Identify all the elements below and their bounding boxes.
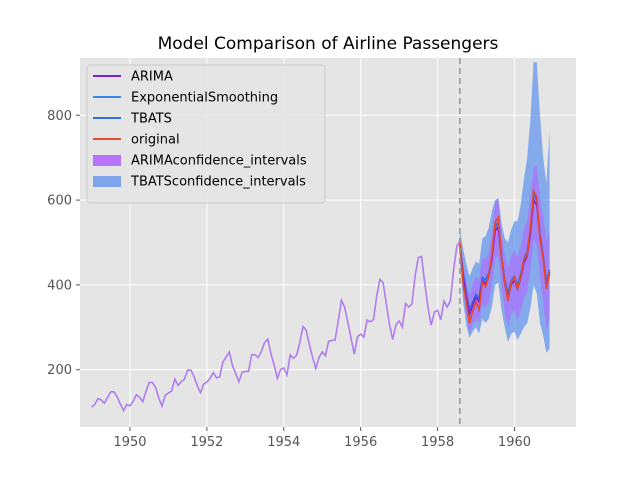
legend-label: ARIMAconfidence_intervals xyxy=(131,154,307,169)
legend-swatch-arima-ci xyxy=(93,155,121,166)
x-tick-label: 1956 xyxy=(344,435,377,450)
original-series-line xyxy=(459,187,551,324)
arima-confidence-band xyxy=(459,165,550,334)
x-tick-label: 1960 xyxy=(498,435,531,450)
legend-label: ARIMA xyxy=(131,70,173,85)
x-tick-label: 1950 xyxy=(113,435,146,450)
legend-label: original xyxy=(131,133,180,148)
history-series-line xyxy=(91,240,461,413)
legend-label: TBATSconfidence_intervals xyxy=(130,175,306,190)
chart-title: Model Comparison of Airline Passengers xyxy=(158,34,499,54)
axis-layer: 1950 1952 1954 1956 1958 1960 200 400 600 800 xyxy=(47,109,531,450)
x-tick-label: 1952 xyxy=(190,435,223,450)
legend-swatch-tbats-ci xyxy=(93,176,121,187)
y-tick-label: 400 xyxy=(47,278,72,293)
y-tick-label: 800 xyxy=(47,109,72,124)
legend-box xyxy=(86,64,326,204)
y-tick-label: 200 xyxy=(47,363,72,378)
legend: ARIMA ExponentialSmoothing TBATS original AR… xyxy=(86,64,326,204)
x-tick-label: 1954 xyxy=(267,435,300,450)
legend-label: ExponentialSmoothing xyxy=(131,91,278,106)
x-tick-label: 1958 xyxy=(421,435,454,450)
series-layer xyxy=(91,58,551,427)
legend-label: TBATS xyxy=(130,112,172,127)
y-tick-label: 600 xyxy=(47,194,72,209)
